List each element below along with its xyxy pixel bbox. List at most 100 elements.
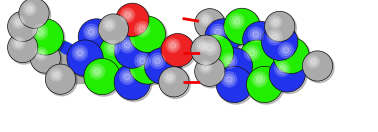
Circle shape xyxy=(201,63,210,72)
Circle shape xyxy=(271,18,280,27)
Circle shape xyxy=(67,40,103,76)
Circle shape xyxy=(144,48,181,84)
Circle shape xyxy=(116,3,149,36)
Circle shape xyxy=(207,45,214,51)
Circle shape xyxy=(85,60,122,96)
Circle shape xyxy=(248,27,263,42)
Circle shape xyxy=(195,9,225,39)
Circle shape xyxy=(226,76,232,82)
Circle shape xyxy=(150,53,165,69)
Circle shape xyxy=(252,72,267,87)
Circle shape xyxy=(240,41,277,78)
Circle shape xyxy=(114,64,150,100)
Circle shape xyxy=(195,40,208,52)
Circle shape xyxy=(273,20,278,25)
Circle shape xyxy=(37,49,46,58)
Circle shape xyxy=(199,61,212,73)
Circle shape xyxy=(27,6,33,11)
Circle shape xyxy=(9,34,39,64)
Circle shape xyxy=(205,19,241,55)
Circle shape xyxy=(196,58,226,88)
Circle shape xyxy=(215,29,221,35)
Circle shape xyxy=(203,17,208,22)
Circle shape xyxy=(16,41,21,46)
Circle shape xyxy=(9,13,39,43)
Circle shape xyxy=(163,35,196,68)
Circle shape xyxy=(271,34,278,40)
Circle shape xyxy=(226,58,232,64)
Circle shape xyxy=(100,15,130,46)
Circle shape xyxy=(231,16,242,27)
Circle shape xyxy=(249,50,255,56)
Circle shape xyxy=(152,56,163,66)
Circle shape xyxy=(203,65,208,70)
Circle shape xyxy=(267,30,282,45)
Circle shape xyxy=(114,32,150,68)
Circle shape xyxy=(279,66,285,72)
Circle shape xyxy=(99,35,135,71)
Circle shape xyxy=(224,56,235,66)
Circle shape xyxy=(19,0,49,28)
Circle shape xyxy=(135,53,150,69)
Circle shape xyxy=(269,16,282,29)
Circle shape xyxy=(89,64,105,79)
Circle shape xyxy=(250,29,261,40)
Circle shape xyxy=(246,48,257,58)
Circle shape xyxy=(14,18,23,27)
Circle shape xyxy=(216,48,253,84)
Circle shape xyxy=(277,63,288,74)
Circle shape xyxy=(222,53,237,69)
Circle shape xyxy=(68,41,105,78)
Circle shape xyxy=(266,13,296,43)
Circle shape xyxy=(119,37,135,53)
Circle shape xyxy=(224,74,235,85)
Circle shape xyxy=(47,66,77,96)
Circle shape xyxy=(218,49,254,86)
Circle shape xyxy=(195,56,225,86)
Circle shape xyxy=(244,45,260,61)
Circle shape xyxy=(274,39,311,75)
Circle shape xyxy=(50,69,63,81)
Circle shape xyxy=(265,11,295,42)
Circle shape xyxy=(239,40,275,76)
Circle shape xyxy=(302,51,333,81)
Circle shape xyxy=(262,24,298,60)
Circle shape xyxy=(146,49,182,86)
Circle shape xyxy=(269,56,305,92)
Circle shape xyxy=(271,57,307,94)
Circle shape xyxy=(304,52,334,83)
Circle shape xyxy=(72,45,88,61)
Circle shape xyxy=(170,43,176,48)
Circle shape xyxy=(196,10,226,40)
Circle shape xyxy=(121,8,135,22)
Circle shape xyxy=(116,65,152,102)
Circle shape xyxy=(159,67,189,97)
Circle shape xyxy=(234,18,240,24)
Circle shape xyxy=(229,14,245,29)
Circle shape xyxy=(116,34,152,70)
Circle shape xyxy=(222,72,237,87)
Circle shape xyxy=(191,35,221,65)
Circle shape xyxy=(84,58,120,95)
Circle shape xyxy=(273,37,309,74)
Circle shape xyxy=(166,39,180,53)
Circle shape xyxy=(27,19,64,55)
Circle shape xyxy=(199,13,212,26)
Circle shape xyxy=(199,43,204,48)
Circle shape xyxy=(161,34,194,67)
Circle shape xyxy=(86,27,97,37)
Circle shape xyxy=(160,68,191,98)
Circle shape xyxy=(20,0,51,30)
Circle shape xyxy=(192,37,223,67)
Circle shape xyxy=(101,36,137,72)
Circle shape xyxy=(33,24,48,39)
Circle shape xyxy=(54,72,59,77)
Circle shape xyxy=(45,64,76,94)
Circle shape xyxy=(91,66,102,77)
Circle shape xyxy=(94,68,100,75)
Circle shape xyxy=(129,48,166,84)
Circle shape xyxy=(23,3,36,15)
Circle shape xyxy=(225,10,262,46)
Circle shape xyxy=(107,42,118,53)
Circle shape xyxy=(206,20,243,57)
